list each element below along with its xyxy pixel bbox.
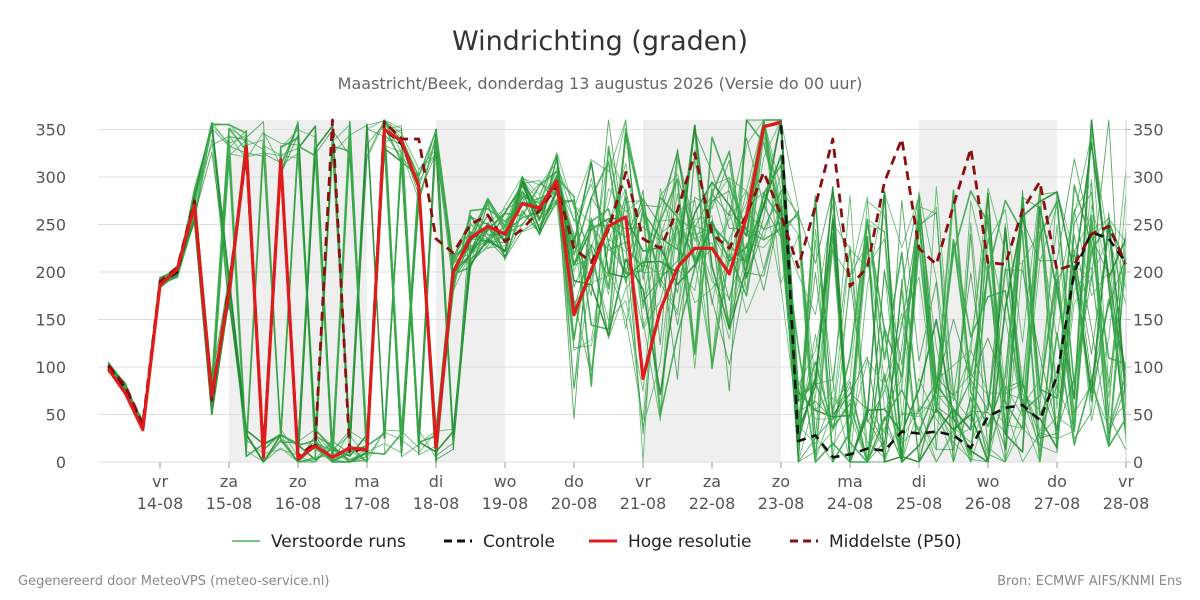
legend-label-1: Controle: [483, 532, 555, 552]
y-tick-left-350: 350: [35, 121, 66, 140]
x-tick-date-8: 22-08: [689, 494, 736, 513]
shaded-band-1: [436, 120, 505, 462]
x-tick-day-1: za: [220, 472, 238, 491]
y-tick-right-250: 250: [1133, 216, 1164, 235]
x-tick-day-11: di: [912, 472, 927, 491]
footer-generated: Gegenereerd door MeteoVPS (meteo-service…: [18, 574, 329, 589]
y-axis-left: 0 50 100 150 200 250 300 350: [35, 121, 66, 473]
y-tick-left-300: 300: [35, 168, 66, 187]
y-tick-right-100: 100: [1133, 358, 1164, 377]
x-tick-day-4: di: [429, 472, 444, 491]
x-axis: vr 14-08 za 15-08 zo 16-08 ma 17-08 di 18-08 wo 19-…: [137, 462, 1150, 513]
y-tick-right-0: 0: [1133, 453, 1143, 472]
x-tick-date-5: 19-08: [482, 494, 529, 513]
x-tick-date-1: 15-08: [206, 494, 253, 513]
y-tick-left-250: 250: [35, 216, 66, 235]
x-tick-date-11: 25-08: [896, 494, 943, 513]
y-tick-left-50: 50: [46, 406, 66, 425]
x-tick-date-7: 21-08: [620, 494, 667, 513]
x-tick-day-14: vr: [1118, 472, 1134, 491]
x-tick-date-9: 23-08: [758, 494, 805, 513]
y-tick-right-50: 50: [1133, 406, 1153, 425]
x-tick-date-10: 24-08: [827, 494, 874, 513]
main-series: [106, 118, 1128, 461]
chart-subtitle: Maastricht/Beek, donderdag 13 augustus 2…: [338, 74, 863, 93]
x-tick-day-6: do: [564, 472, 584, 491]
x-tick-day-13: do: [1047, 472, 1067, 491]
shaded-band-0: [229, 120, 367, 462]
ensemble-member-26: [107, 121, 1127, 463]
y-tick-left-150: 150: [35, 311, 66, 330]
footer-source: Bron: ECMWF AIFS/KNMI Ens: [997, 574, 1182, 589]
ensemble-member-1: [107, 128, 1127, 463]
y-tick-left-100: 100: [35, 358, 66, 377]
x-tick-date-6: 20-08: [551, 494, 598, 513]
chart-title: Windrichting (graden): [452, 26, 748, 57]
legend-label-2: Hoge resolutie: [628, 532, 752, 552]
x-tick-day-12: wo: [977, 472, 1000, 491]
x-tick-date-2: 16-08: [275, 494, 322, 513]
y-tick-right-300: 300: [1133, 168, 1164, 187]
x-tick-day-2: zo: [289, 472, 307, 491]
ensemble-member-9: [107, 121, 1127, 463]
x-tick-date-4: 18-08: [413, 494, 460, 513]
legend: Verstoorde runs Controle Hoge resolutie Mid…: [232, 532, 962, 552]
legend-label-0: Verstoorde runs: [271, 532, 406, 552]
x-tick-date-12: 26-08: [965, 494, 1012, 513]
ensemble-member-25: [107, 119, 1127, 463]
ensemble-members: [107, 119, 1127, 463]
y-tick-right-200: 200: [1133, 263, 1164, 282]
y-axis-right: 0 50 100 150 200 250 300 350: [1125, 120, 1164, 472]
y-tick-right-150: 150: [1133, 311, 1164, 330]
x-tick-day-9: zo: [772, 472, 790, 491]
legend-label-3: Middelste (P50): [829, 532, 962, 552]
x-tick-day-7: vr: [635, 472, 651, 491]
x-tick-date-13: 27-08: [1034, 494, 1081, 513]
x-tick-date-3: 17-08: [344, 494, 391, 513]
y-tick-left-200: 200: [35, 263, 66, 282]
x-tick-day-3: ma: [354, 472, 379, 491]
x-tick-date-0: 14-08: [137, 494, 184, 513]
y-tick-left-0: 0: [56, 453, 66, 472]
x-tick-day-10: ma: [837, 472, 862, 491]
x-tick-day-8: za: [703, 472, 721, 491]
x-tick-day-5: wo: [494, 472, 517, 491]
y-tick-right-350: 350: [1133, 121, 1164, 140]
x-tick-day-0: vr: [152, 472, 168, 491]
series-hoge-resolutie: [106, 120, 782, 461]
x-tick-date-14: 28-08: [1103, 494, 1150, 513]
